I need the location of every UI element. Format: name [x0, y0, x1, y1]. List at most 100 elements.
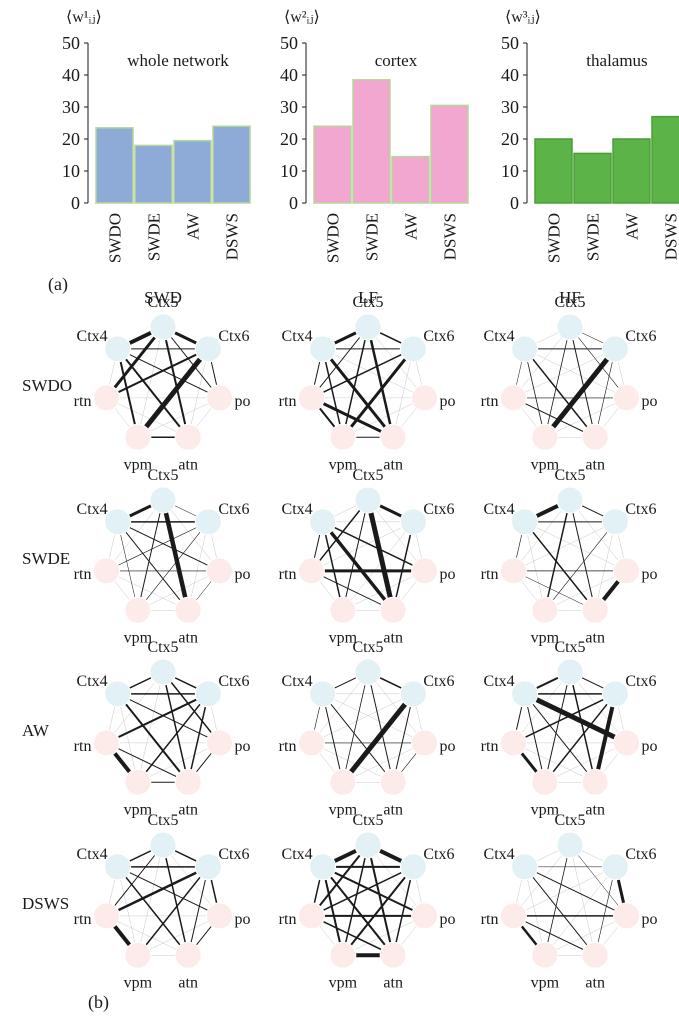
edge-rtn-atn	[512, 915, 596, 956]
edge-ctx6-vpm	[542, 346, 618, 440]
node-label-ctx6: Ctx6	[423, 673, 454, 690]
row-label-swdo: SWDO	[22, 376, 72, 395]
edge-ctx5-po	[162, 326, 221, 399]
node-ctx4	[309, 335, 337, 363]
edge-ctx6-atn	[593, 691, 618, 785]
edge-faint	[137, 742, 220, 783]
edge-faint	[106, 397, 189, 438]
bar-dsws	[430, 104, 469, 204]
node-label-ctx4: Ctx4	[77, 673, 108, 690]
node-atn	[581, 423, 609, 451]
edge-faint	[342, 397, 425, 438]
node-ctx6	[194, 508, 222, 536]
node-label-po: po	[440, 566, 456, 583]
edge-ctx6-vpm	[340, 691, 416, 785]
edge-faint	[524, 521, 627, 572]
node-label-ctx5: Ctx5	[352, 294, 383, 311]
node-label-po: po	[642, 393, 658, 410]
edge-ctx4-vpm	[524, 348, 546, 438]
node-ctx5	[149, 313, 177, 341]
edge-ctx5-vpm	[137, 499, 164, 611]
node-ctx5	[556, 313, 584, 341]
node-vpm	[531, 596, 559, 624]
node-vpm	[124, 423, 152, 451]
node-label-po: po	[642, 738, 658, 755]
node-label-atn: atn	[383, 801, 403, 818]
edge-rtn-ctx6	[105, 692, 210, 744]
y-axis-label: ⟨w¹ᵢⱼ⟩	[66, 9, 102, 26]
node-label-ctx6: Ctx6	[218, 328, 249, 345]
node-label-atn: atn	[178, 456, 198, 473]
edge-ctx5-rtn	[310, 326, 369, 399]
x-tick-label: AW	[402, 212, 421, 240]
edge-rtn-atn	[310, 915, 394, 957]
node-label-ctx5: Ctx5	[554, 812, 585, 829]
edge-ctx4-atn	[321, 347, 395, 439]
edge-faint	[117, 866, 139, 956]
edge-faint	[524, 521, 546, 611]
edge-faint	[513, 742, 596, 783]
edge-ctx6-atn	[594, 866, 616, 956]
node-label-vpm: vpm	[531, 801, 560, 818]
node-po	[206, 902, 234, 930]
y-axis-label: ⟨w²ᵢⱼ⟩	[284, 9, 320, 26]
bar-aw	[612, 138, 651, 204]
node-label-ctx4: Ctx4	[282, 673, 313, 690]
network-swdo-swd: Ctx5 Ctx6 po atn vpm rtn Ctx4	[74, 294, 251, 473]
edge-ctx5-vpm	[544, 844, 571, 956]
edge-faint	[106, 671, 164, 744]
edge-faint	[367, 844, 425, 917]
edge-ctx5-rtn	[105, 844, 164, 917]
node-label-ctx6: Ctx6	[625, 846, 656, 863]
edge-faint	[569, 671, 627, 744]
node-label-rtn: rtn	[279, 738, 297, 755]
node-label-ctx5: Ctx5	[554, 467, 585, 484]
edge-faint	[106, 570, 189, 611]
edge-ctx5-po	[569, 326, 627, 399]
edge-faint	[544, 570, 627, 611]
edge-rtn-ctx6	[106, 521, 209, 572]
edge-faint	[311, 521, 414, 572]
network-aw-swd: Ctx5 Ctx6 po atn vpm rtn Ctx4	[74, 639, 251, 818]
bar-swde	[573, 152, 612, 204]
y-tick-label: 50	[501, 33, 519, 53]
edge-ctx5-atn	[569, 326, 596, 438]
node-label-vpm: vpm	[124, 456, 153, 473]
node-ctx5	[149, 486, 177, 514]
edge-ctx5-rtn	[105, 326, 164, 399]
node-ctx6	[601, 680, 629, 708]
edge-ctx5-atn	[569, 671, 596, 784]
node-ctx4	[104, 335, 132, 363]
node-label-ctx6: Ctx6	[423, 328, 454, 345]
edge-ctx4-po	[117, 521, 221, 572]
node-ctx4	[104, 508, 132, 536]
edge-faint	[513, 521, 616, 572]
node-vpm	[531, 423, 559, 451]
y-tick-label: 30	[62, 97, 80, 117]
node-rtn	[499, 729, 527, 757]
node-label-po: po	[440, 738, 456, 755]
node-label-ctx5: Ctx5	[147, 294, 178, 311]
node-atn	[174, 768, 202, 796]
node-rtn	[297, 902, 325, 930]
edge-ctx4-vpm	[117, 521, 139, 611]
node-label-rtn: rtn	[279, 566, 297, 583]
node-rtn	[297, 384, 325, 412]
network-swde-swd: Ctx5 Ctx6 po atn vpm rtn Ctx4	[74, 467, 251, 646]
network-swde-lf: Ctx5 Ctx6 po atn vpm rtn Ctx4	[279, 467, 456, 646]
edge-ctx6-rtn	[105, 347, 210, 399]
y-tick-label: 30	[501, 97, 519, 117]
edge-ctx4-atn	[116, 347, 190, 439]
node-ctx5	[149, 658, 177, 686]
edge-ctx5-vpm	[342, 499, 369, 611]
node-label-ctx5: Ctx5	[352, 639, 383, 656]
edge-ctx5-atn	[365, 497, 396, 613]
panel-label-a: (a)	[48, 274, 68, 295]
edge-ctx4-vpm	[322, 693, 344, 783]
node-atn	[379, 423, 407, 451]
edge-ctx6-atn	[187, 866, 209, 956]
edge-faint	[513, 844, 571, 917]
node-ctx4	[104, 853, 132, 881]
edge-faint	[342, 742, 425, 783]
